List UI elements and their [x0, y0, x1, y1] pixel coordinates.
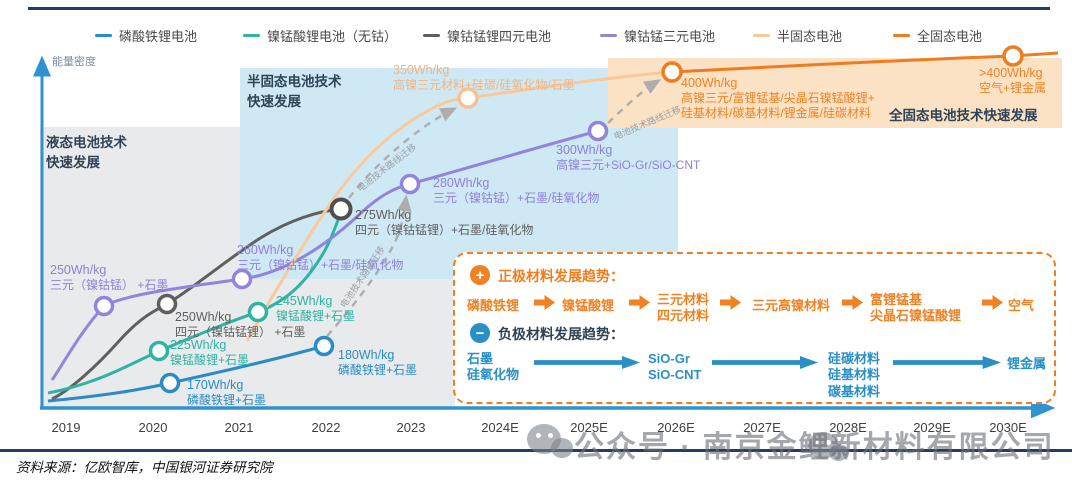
series-semi-solid-line — [245, 70, 673, 342]
data-label-lnmo-225: 225Wh/kg 镍锰酸锂+石墨 — [170, 338, 250, 368]
point-quaternary-250[interactable] — [156, 293, 178, 315]
legend-label: 磷酸铁锂电池 — [119, 29, 198, 44]
anode-trend-title: 负极材料发展趋势： — [498, 326, 624, 342]
data-label-ternary-250: 250Wh/kg 三元（镍钴锰） +石墨 — [50, 263, 169, 293]
data-label-allsolid-400: 400Wh/kg 高镍三元/富锂锰基/尖晶石镍锰酸锂+ 硅基材料/碳基材料/锂金属… — [681, 76, 875, 120]
x-tick-2027e: 2027E — [743, 420, 781, 435]
point-semisolid-350[interactable] — [457, 87, 479, 109]
cathode-trend-title: 正极材料发展趋势： — [498, 268, 624, 284]
data-label-quaternary-275: 275Wh/kg 四元（镍钴锰锂）+石墨/硅氧化物 — [355, 208, 534, 238]
anode-item: 硅碳材料 硅基材料 碳基材料 — [828, 351, 881, 399]
legend-label: 镍锰酸锂电池（无钴） — [267, 29, 398, 44]
anode-item: 锂金属 — [1007, 356, 1047, 371]
migration-arrow-ternary-to-allsolid — [607, 79, 662, 124]
x-tick-2026e: 2026E — [657, 420, 695, 435]
data-label-lfp-180: 180Wh/kg 磷酸铁锂+石墨 — [338, 348, 418, 378]
arrow-right-icon — [893, 356, 1001, 369]
x-tick-2021: 2021 — [224, 420, 254, 435]
arrow-right-icon — [712, 356, 818, 369]
legend-item-semi-solid[interactable]: 半固态电池 — [753, 26, 842, 45]
cathode-item: 三元材料 四元材料 — [657, 292, 710, 324]
arrow-right-icon — [534, 356, 640, 369]
series-all-solid-line — [671, 51, 1059, 74]
point-quaternary-275[interactable] — [329, 197, 353, 221]
data-label-lfp-170: 170Wh/kg 磷酸铁锂+石墨 — [187, 378, 267, 408]
legend-dash-icon — [753, 34, 770, 37]
point-allsolid-400plus[interactable] — [1002, 45, 1024, 67]
x-tick-2025e: 2025E — [570, 420, 608, 435]
point-ternary-260[interactable] — [231, 268, 253, 290]
legend-label: 全固态电池 — [917, 29, 983, 44]
region-all-solid-battery — [608, 58, 1062, 128]
legend-item-quaternary[interactable]: 镍钴锰锂四元电池 — [423, 26, 551, 45]
legend-item-lnmo[interactable]: 镍锰酸锂电池（无钴） — [243, 26, 397, 45]
x-tick-2022: 2022 — [311, 420, 341, 435]
migration-arrow-lfp-to-ternary — [326, 194, 412, 337]
plus-icon: + — [470, 265, 490, 285]
point-ternary-280[interactable] — [399, 173, 421, 195]
data-label-quaternary-250: 250Wh/kg 四元（镍钴锰锂） +石墨 — [175, 310, 306, 340]
region-title-semi-solid: 半固态电池技术 快速发展 — [247, 74, 342, 109]
legend-label: 镍钴锰三元电池 — [624, 29, 716, 44]
top-border-rule — [28, 7, 1050, 10]
point-lnmo-245[interactable] — [247, 301, 269, 323]
data-label-lnmo-245: 245Wh/kg 镍锰酸锂+石墨 — [276, 294, 356, 324]
legend-dash-icon — [893, 34, 910, 37]
cathode-item: 三元高镍材料 — [752, 298, 831, 313]
arrow-right-icon — [842, 295, 863, 310]
legend-label: 镍钴锰锂四元电池 — [447, 29, 552, 44]
material-trend-panel: + 正极材料发展趋势： 磷酸铁锂 镍锰酸锂 三元材料 四元材料 三元高镍材料 富… — [453, 252, 1056, 404]
minus-icon: − — [470, 323, 490, 343]
x-tick-2030e: 2030E — [989, 420, 1027, 435]
cathode-item: 磷酸铁锂 — [467, 298, 520, 313]
point-allsolid-400[interactable] — [661, 61, 683, 83]
data-label-allsolid-400plus: >400Wh/kg 空气+锂金属 — [979, 66, 1047, 96]
x-tick-2029e: 2029E — [913, 420, 951, 435]
legend-label: 半固态电池 — [777, 29, 843, 44]
data-label-ternary-300: 300Wh/kg 高镍三元+SiO-Gr/SiO-CNT — [556, 143, 701, 173]
arrow-right-icon — [534, 295, 555, 310]
legend-dash-icon — [95, 34, 112, 37]
anode-item: SiO-Gr SiO-CNT — [648, 351, 702, 383]
arrow-right-icon — [629, 295, 650, 310]
arrow-right-icon — [982, 295, 1003, 310]
legend-dash-icon — [243, 34, 260, 37]
x-tick-2023: 2023 — [396, 420, 426, 435]
x-tick-2019: 2019 — [51, 420, 81, 435]
legend-dash-icon — [600, 34, 617, 37]
point-ternary-300[interactable] — [587, 120, 609, 142]
data-label-semisolid-350: 350Wh/kg 高镍三元材料+硅碳/硅氧化物/石墨 — [393, 63, 575, 93]
cathode-item: 空气 — [1008, 298, 1035, 313]
point-ternary-250[interactable] — [93, 295, 115, 317]
legend-dash-icon — [423, 34, 440, 37]
point-lnmo-225[interactable] — [148, 340, 170, 362]
legend-item-ternary[interactable]: 镍钴锰三元电池 — [600, 26, 715, 45]
migration-arrow-quaternary-to-semisolid — [348, 107, 458, 199]
legend-item-lfp[interactable]: 磷酸铁锂电池 — [95, 26, 197, 45]
x-tick-2028e: 2028E — [829, 420, 867, 435]
anode-item: 石墨 硅氧化物 — [467, 351, 520, 383]
x-tick-2024e: 2024E — [481, 420, 519, 435]
point-lfp-180[interactable] — [313, 335, 335, 357]
point-lfp-170[interactable] — [159, 372, 181, 394]
region-title-liquid: 液态电池技术 快速发展 — [46, 135, 127, 170]
legend-item-all-solid[interactable]: 全固态电池 — [893, 26, 982, 45]
arrow-right-icon — [720, 295, 741, 310]
region-title-all-solid: 全固态电池技术快速发展 — [889, 108, 1038, 123]
y-axis-title: 能量密度 — [52, 56, 96, 68]
data-label-ternary-260: 260Wh/kg 三元（镍钴锰）+石墨/硅氧化物 — [237, 243, 404, 273]
source-note: 资料来源：亿欧智库，中国银河证券研究院 — [16, 460, 273, 475]
cathode-item: 富锂锰基 尖晶石镍锰酸锂 — [870, 292, 962, 324]
x-tick-2020: 2020 — [138, 420, 168, 435]
cathode-item: 镍锰酸锂 — [562, 298, 615, 313]
data-label-ternary-280: 280Wh/kg 三元（镍钴锰）+石墨/硅氧化物 — [433, 176, 600, 206]
